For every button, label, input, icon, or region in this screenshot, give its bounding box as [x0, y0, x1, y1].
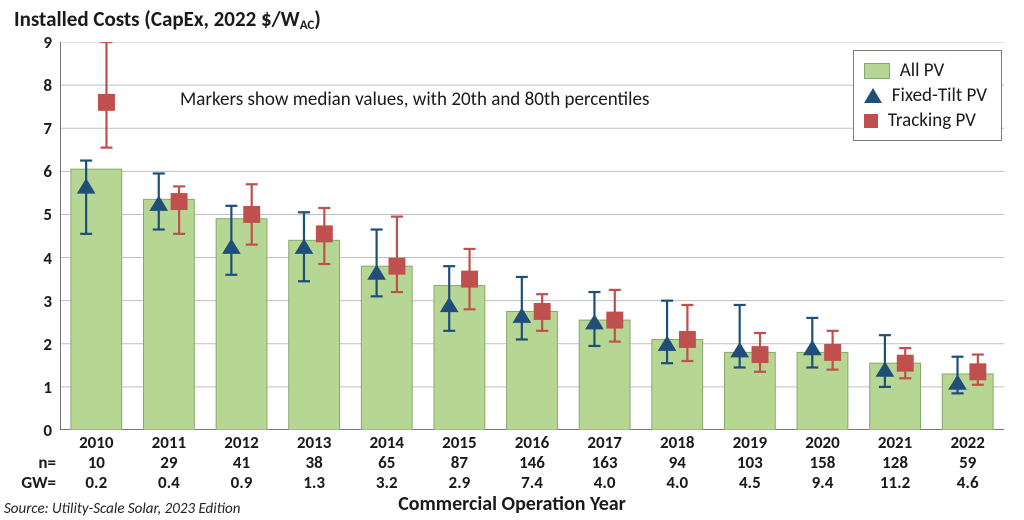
y-tick-label: 0 — [12, 420, 52, 441]
x-tick-cell: 2012 — [205, 432, 278, 453]
x-tick-cell: 4.5 — [714, 472, 787, 493]
x-axis-years: 2010201120122013201420152016201720182019… — [60, 432, 1004, 453]
x-tick-cell: 41 — [205, 452, 278, 473]
y-tick-label: 9 — [12, 32, 52, 53]
legend-label-allpv: All PV — [900, 59, 945, 82]
x-axis-gw: 0.20.40.91.33.22.97.44.04.04.59.411.24.6 — [60, 472, 1004, 493]
y-tick-label: 4 — [12, 248, 52, 269]
x-tick-cell: 4.6 — [931, 472, 1004, 493]
x-tick-cell: 2016 — [496, 432, 569, 453]
legend-marker-tracking — [864, 114, 878, 128]
y-tick-label: 3 — [12, 291, 52, 312]
x-tick-cell: 11.2 — [859, 472, 932, 493]
x-tick-cell: 94 — [641, 452, 714, 473]
x-tick-cell: 9.4 — [786, 472, 859, 493]
x-tick-cell: 29 — [133, 452, 206, 473]
x-tick-cell: 10 — [60, 452, 133, 473]
x-tick-cell: 0.4 — [133, 472, 206, 493]
x-tick-cell: 1.3 — [278, 472, 351, 493]
x-tick-cell: 2014 — [350, 432, 423, 453]
y-tick-label: 2 — [12, 334, 52, 355]
legend-marker-fixed — [864, 88, 882, 103]
x-tick-cell: 38 — [278, 452, 351, 473]
chart-title: Installed Costs (CapEx, 2022 $/WAC) — [14, 6, 321, 32]
x-tick-cell: 7.4 — [496, 472, 569, 493]
x-axis-n: 1029413865871461639410315812859 — [60, 452, 1004, 473]
x-tick-cell: 2020 — [786, 432, 859, 453]
x-tick-cell: 0.9 — [205, 472, 278, 493]
x-tick-cell: 2011 — [133, 432, 206, 453]
x-tick-cell: 2010 — [60, 432, 133, 453]
x-tick-cell: 163 — [568, 452, 641, 473]
legend: All PV Fixed-Tilt PV Tracking PV — [853, 50, 1002, 141]
x-tick-cell: 2022 — [931, 432, 1004, 453]
cost-chart: Installed Costs (CapEx, 2022 $/WAC) 0 1 2 3… — [0, 0, 1024, 520]
x-tick-cell: 4.0 — [568, 472, 641, 493]
y-tick-label: 7 — [12, 118, 52, 139]
legend-swatch-allpv — [864, 63, 890, 79]
x-tick-cell: 2018 — [641, 432, 714, 453]
y-tick-label: 6 — [12, 161, 52, 182]
y-tick-label: 1 — [12, 377, 52, 398]
y-tick-label: 8 — [12, 75, 52, 96]
x-tick-cell: 0.2 — [60, 472, 133, 493]
y-tick-label: 5 — [12, 204, 52, 225]
title-tail: ) — [314, 6, 321, 32]
n-row-label: n= — [10, 452, 56, 473]
legend-label-tracking: Tracking PV — [888, 109, 976, 132]
legend-label-fixed: Fixed-Tilt PV — [892, 84, 987, 107]
source-citation: Source: Utility-Scale Solar, 2023 Editio… — [4, 500, 240, 518]
x-tick-cell: 103 — [714, 452, 787, 473]
x-tick-cell: 2013 — [278, 432, 351, 453]
x-tick-cell: 2017 — [568, 432, 641, 453]
title-sub: AC — [300, 18, 315, 33]
title-main: Installed Costs (CapEx, 2022 $/W — [14, 6, 300, 32]
x-tick-cell: 2.9 — [423, 472, 496, 493]
legend-row-fixed: Fixed-Tilt PV — [864, 84, 987, 107]
x-tick-cell: 2021 — [859, 432, 932, 453]
x-tick-cell: 128 — [859, 452, 932, 473]
x-tick-cell: 146 — [496, 452, 569, 473]
x-tick-cell: 87 — [423, 452, 496, 473]
x-tick-cell: 158 — [786, 452, 859, 473]
chart-annotation: Markers show median values, with 20th an… — [180, 88, 649, 111]
x-tick-cell: 65 — [350, 452, 423, 473]
x-tick-cell: 3.2 — [350, 472, 423, 493]
gw-row-label: GW= — [10, 472, 56, 493]
x-tick-cell: 4.0 — [641, 472, 714, 493]
x-tick-cell: 59 — [931, 452, 1004, 473]
x-tick-cell: 2019 — [714, 432, 787, 453]
x-tick-cell: 2015 — [423, 432, 496, 453]
legend-row-allpv: All PV — [864, 59, 987, 82]
legend-row-tracking: Tracking PV — [864, 109, 987, 132]
